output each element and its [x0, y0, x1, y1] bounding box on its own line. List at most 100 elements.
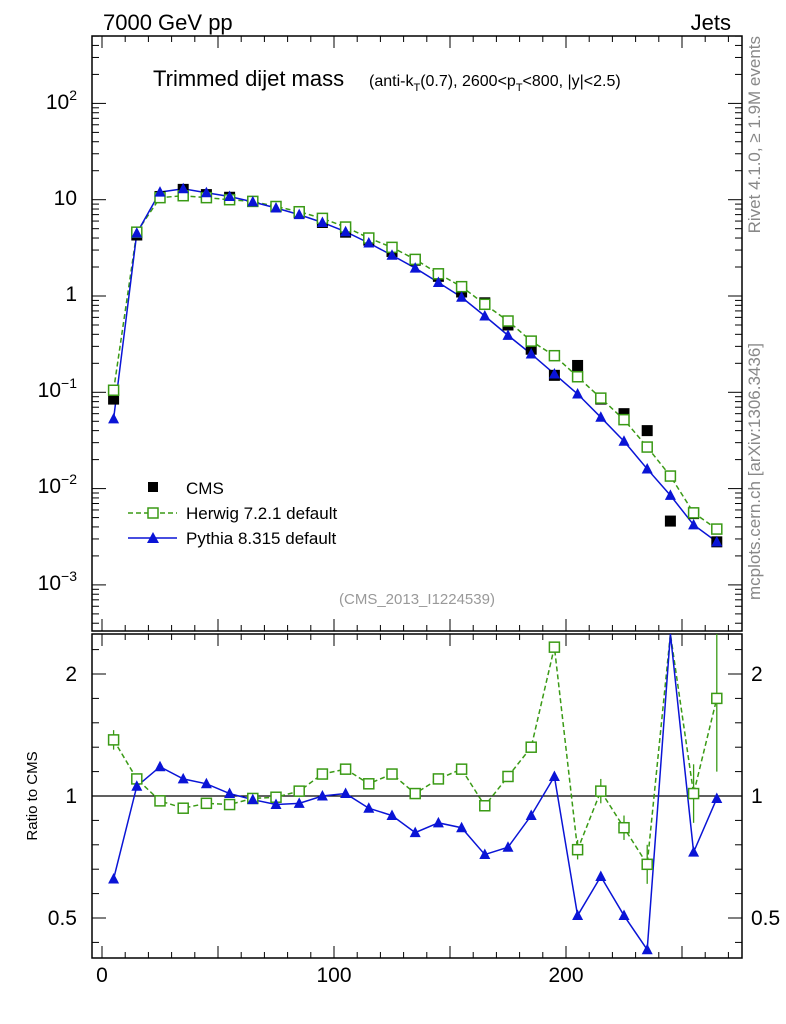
- ratio-pythia-point-4: [200, 777, 212, 789]
- ratio-pythia-point-8: [293, 797, 305, 808]
- pythia-point-12: [386, 249, 398, 260]
- pythia-point-13: [409, 262, 421, 273]
- ytick-label-10: 10: [54, 187, 77, 210]
- ratio-herwig-point-0: [107, 734, 120, 746]
- pythia-point-10: [340, 225, 352, 237]
- ytick-label-1e2: 102: [46, 87, 77, 114]
- pythia-point-6: [247, 195, 259, 207]
- pythia-point-4: [200, 186, 212, 198]
- pythia-point-5: [224, 190, 236, 201]
- ratio-herwig-point-23: [641, 858, 653, 871]
- legend-cms-marker: [148, 482, 158, 492]
- ratio-herwig-point-21: [595, 785, 607, 797]
- pythia-point-17: [502, 329, 514, 340]
- ytick-label-1e-2: 10−2: [38, 471, 78, 498]
- main-series-layer: [107, 182, 723, 548]
- source-label: mcplots.cern.ch [arXiv:1306.3436]: [745, 343, 764, 600]
- ytick-label-1: 1: [65, 283, 77, 306]
- ratio-herwig-point-15: [455, 763, 468, 775]
- ratio-ytick-2-left: 2: [65, 663, 77, 686]
- herwig-point-16: [479, 298, 491, 311]
- cms-point-23: [641, 425, 653, 437]
- ratio-herwig-point-19: [548, 641, 561, 653]
- x-tick-labels: 0 100 200: [96, 964, 583, 987]
- ratio-herwig-point-18: [525, 741, 537, 753]
- ratio-pythia-point-14: [432, 816, 444, 828]
- pythia-point-25: [688, 518, 700, 530]
- herwig-point-0: [107, 384, 120, 397]
- ratio-herwig-point-5: [223, 798, 236, 811]
- legend-herwig-label: Herwig 7.2.1 default: [186, 504, 337, 523]
- ratio-ytick-0.5-left: 0.5: [48, 907, 77, 930]
- jets-label: Jets: [691, 10, 731, 35]
- pythia-point-8: [293, 208, 305, 220]
- ratio-pythia-point-1: [131, 780, 143, 791]
- ratio-herwig-point-3: [177, 802, 189, 814]
- pythia-point-14: [432, 276, 444, 288]
- pythia-point-11: [363, 237, 375, 248]
- ratio-ytick-0.5-right: 0.5: [751, 907, 780, 930]
- xtick-label-100: 100: [316, 964, 351, 987]
- ytick-label-1e-1: 10−1: [38, 375, 78, 402]
- ratio-herwig-point-20: [571, 843, 584, 856]
- cms-point-22: [618, 408, 630, 420]
- main-plot-frame: [91, 35, 743, 632]
- herwig-point-21: [595, 392, 607, 404]
- legend-herwig-marker: [147, 507, 159, 519]
- ratio-pythia-point-10: [340, 787, 352, 799]
- ratio-pythia-point-6: [247, 793, 259, 805]
- ratio-pythia-point-5: [224, 787, 236, 799]
- legend-pythia-label: Pythia 8.315 default: [186, 529, 337, 548]
- pythia-point-24: [664, 489, 676, 500]
- ratio-pythia-point-26: [711, 792, 723, 803]
- ratio-herwig-point-25: [687, 787, 700, 800]
- main-y-tick-labels: 10−3 10−2 10−1 1 10 102: [38, 87, 78, 595]
- herwig-point-19: [548, 349, 561, 362]
- ratio-herwig-point-4: [200, 797, 213, 810]
- pythia-point-26: [711, 535, 723, 547]
- herwig-point-18: [525, 335, 537, 347]
- pythia-point-16: [479, 309, 491, 321]
- ratio-ytick-2-right: 2: [751, 663, 763, 686]
- ytick-label-1e-3: 10−3: [38, 568, 78, 595]
- legend: CMS Herwig 7.2.1 default Pythia 8.315 de…: [128, 479, 337, 548]
- ratio-pythia-point-0: [108, 872, 120, 884]
- pythia-point-23: [641, 462, 653, 474]
- pythia-point-22: [618, 435, 630, 446]
- ratio-pythia-point-3: [177, 772, 189, 784]
- ratio-pythia-point-18: [525, 809, 537, 821]
- ratio-pythia-point-11: [363, 802, 375, 813]
- rivet-label: Rivet 4.1.0, ≥ 1.9M events: [745, 36, 764, 233]
- cms-point-20: [572, 359, 584, 371]
- ratio-pythia-point-9: [316, 790, 328, 801]
- ratio-pythia-point-7: [270, 798, 282, 810]
- herwig-point-24: [664, 470, 677, 482]
- ratio-pythia-point-23: [641, 943, 653, 955]
- ratio-pythia-point-22: [618, 909, 630, 921]
- pythia-point-18: [525, 347, 537, 359]
- ratio-herwig-point-11: [363, 778, 375, 790]
- pythia-point-3: [177, 182, 189, 194]
- herwig-point-17: [502, 315, 514, 327]
- ratio-ytick-1-right: 1: [751, 785, 763, 808]
- pythia-point-9: [316, 216, 328, 227]
- pythia-point-19: [548, 367, 560, 379]
- ratio-herwig-point-9: [316, 768, 329, 780]
- ratio-herwig-point-10: [339, 763, 352, 775]
- pythia-point-7: [270, 201, 282, 213]
- ratio-ytick-1-left: 1: [65, 785, 77, 808]
- ratio-y-axis-title: Ratio to CMS: [24, 751, 41, 840]
- analysis-label: (CMS_2013_I1224539): [339, 591, 495, 608]
- ratio-herwig-point-17: [502, 770, 514, 783]
- plot-title-main: Trimmed dijet mass: [153, 66, 344, 91]
- herwig-point-23: [641, 441, 653, 453]
- energy-label: 7000 GeV pp: [103, 10, 233, 35]
- pythia-point-2: [154, 186, 166, 197]
- pythia-point-21: [595, 411, 607, 422]
- pythia-point-15: [456, 291, 468, 302]
- ratio-herwig-point-12: [386, 768, 398, 780]
- herwig-point-26: [711, 523, 723, 535]
- ratio-y-tick-labels: 2 1 0.5 2 1 0.5: [48, 663, 780, 930]
- ratio-herwig-point-8: [293, 785, 305, 797]
- herwig-point-22: [618, 413, 630, 426]
